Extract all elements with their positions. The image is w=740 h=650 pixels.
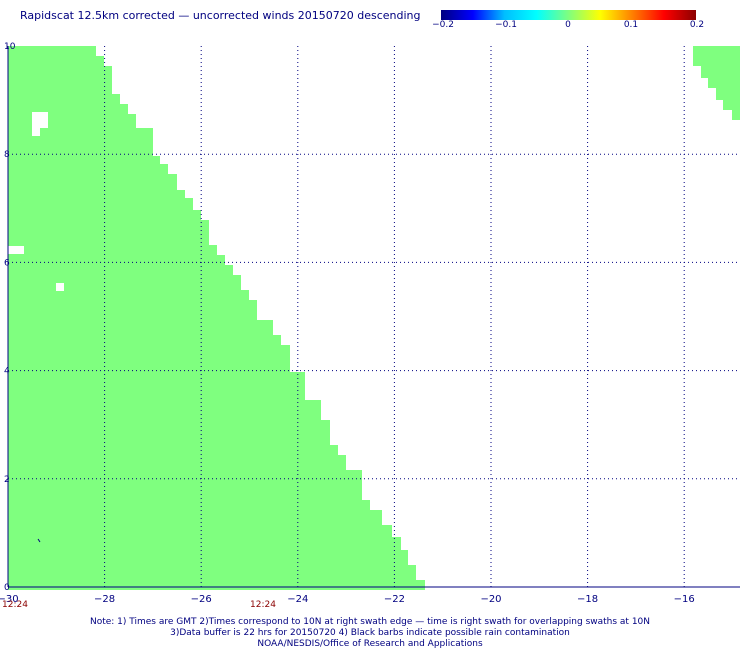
- x-tick-label: −30: [0, 594, 19, 605]
- y-tick-label: 2: [4, 475, 10, 485]
- y-tick-label: 8: [4, 150, 10, 160]
- data-gap: [32, 112, 48, 128]
- colorbar: [441, 10, 696, 20]
- footnote-credit: NOAA/NESDIS/Office of Research and Appli…: [257, 639, 483, 649]
- x-tick-label: −26: [191, 594, 212, 605]
- x-tick-label: −18: [577, 594, 598, 605]
- x-tick-label: −28: [94, 594, 115, 605]
- colorbar-tick-label: −0.1: [495, 20, 517, 30]
- map-title: Rapidscat 12.5km corrected — uncorrected…: [20, 9, 421, 22]
- x-tick-label: −20: [480, 594, 501, 605]
- x-tick-label: −22: [384, 594, 405, 605]
- y-tick-label: 6: [4, 258, 10, 268]
- y-tick-label: 0: [4, 583, 10, 593]
- colorbar-tick-label: 0.2: [689, 20, 705, 30]
- x-tick-label: −24: [287, 594, 308, 605]
- swath-time-label: 12:24: [250, 600, 276, 610]
- data-gap: [8, 246, 24, 254]
- colorbar-gradient: [441, 10, 696, 20]
- y-tick-label: 4: [4, 367, 10, 377]
- colorbar-tick-label: 0: [565, 20, 571, 30]
- x-tick-label: −16: [674, 594, 695, 605]
- wind-swath-main: [8, 46, 425, 590]
- footnote-line-2: 3)Data buffer is 22 hrs for 20150720 4) …: [170, 628, 570, 638]
- colorbar-tick-label: −0.2: [432, 20, 454, 30]
- y-tick-label: 10: [4, 42, 16, 52]
- data-gap: [56, 283, 64, 291]
- wind-barb: [37, 538, 41, 543]
- wind-swath-right: [693, 46, 740, 120]
- footnote-line-1: Note: 1) Times are GMT 2)Times correspon…: [89, 617, 651, 627]
- colorbar-tick-label: 0.1: [623, 20, 639, 30]
- swath-time-label: 12:24: [2, 600, 28, 610]
- data-gap: [32, 128, 40, 136]
